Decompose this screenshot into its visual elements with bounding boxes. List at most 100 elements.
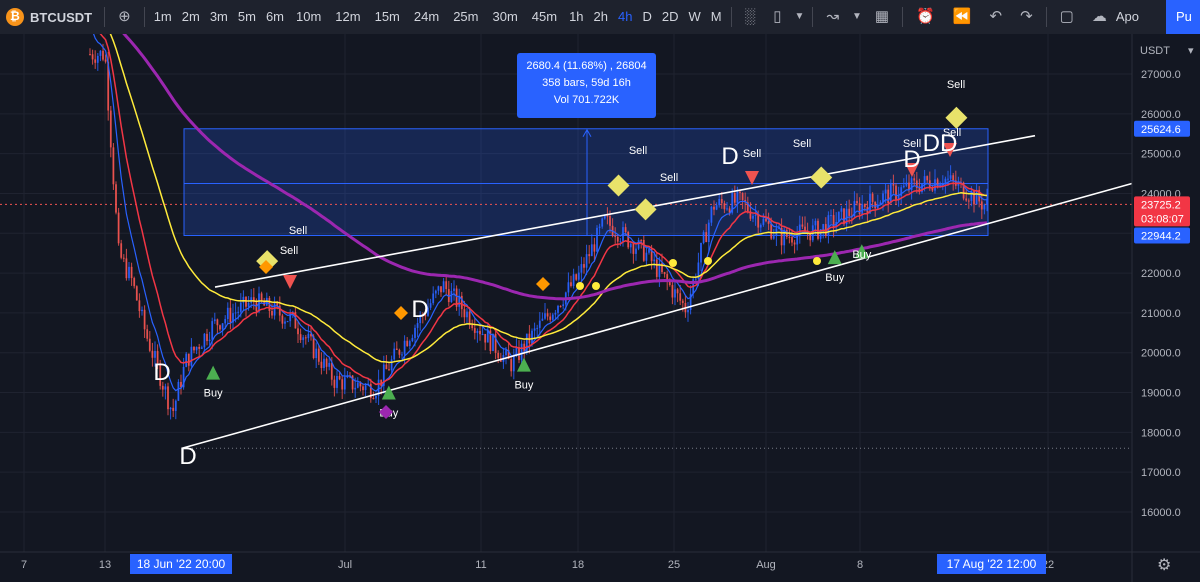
candle-body	[377, 379, 380, 396]
candle-body	[536, 327, 539, 329]
candle-body	[601, 218, 604, 227]
candle-body	[897, 195, 900, 200]
channel-lower-line	[181, 182, 1133, 450]
interval-W[interactable]: W	[688, 9, 701, 24]
indicators-icon[interactable]: ↝	[826, 8, 840, 25]
candle-body	[619, 241, 622, 243]
ema-fast-blue	[92, 34, 988, 392]
candle-body	[554, 312, 557, 315]
candle-body	[895, 185, 897, 200]
interval-3m[interactable]: 3m	[209, 9, 228, 24]
redo-icon[interactable]: ↷	[1020, 8, 1033, 25]
interval-10m[interactable]: 10m	[296, 9, 322, 24]
interval-6m[interactable]: 6m	[265, 9, 284, 24]
interval-1m[interactable]: 1m	[153, 9, 172, 24]
undo-icon[interactable]: ↶	[989, 8, 1003, 25]
candle-body	[603, 215, 606, 219]
gear-icon[interactable]: ⚙	[1157, 557, 1172, 574]
time-tick-label: 8	[857, 559, 863, 571]
interval-1h[interactable]: 1h	[569, 9, 584, 24]
replay-icon[interactable]: ⏪	[952, 8, 972, 25]
candle-body	[544, 313, 546, 319]
candle-body	[510, 359, 513, 372]
candle-body	[666, 274, 669, 282]
candle-body	[728, 208, 731, 213]
candle-body	[494, 333, 497, 353]
interval-4h[interactable]: 4h	[618, 9, 633, 24]
candle-body	[741, 192, 744, 200]
yellow-dot	[669, 259, 677, 267]
candle-body	[973, 191, 975, 205]
publish-button[interactable]: Pu	[1166, 0, 1200, 34]
candle-body	[468, 311, 471, 326]
interval-24m[interactable]: 24m	[413, 9, 440, 24]
price-tick-label: 19000.0	[1141, 388, 1181, 400]
chart-background	[0, 34, 1200, 582]
candle-body	[648, 249, 650, 253]
bar-style-icon[interactable]: ░	[744, 8, 756, 25]
price-axis[interactable]: USDT▾27000.026000.025000.024000.023000.0…	[1132, 34, 1200, 552]
candle-body	[390, 359, 393, 371]
chevron-down-icon[interactable]: ▼	[794, 11, 805, 22]
candle-body	[154, 350, 156, 358]
candle-body	[837, 211, 840, 222]
interval-12m[interactable]: 12m	[335, 9, 361, 24]
price-tag-top-bg	[1134, 120, 1190, 137]
price-chart[interactable]: BuyBuyBuyBuyBuySellSellSellSellSellSellS…	[0, 34, 1200, 582]
interval-25m[interactable]: 25m	[453, 9, 479, 24]
candle-body	[655, 259, 658, 277]
fullscreen-icon[interactable]: ▢	[1059, 8, 1074, 25]
interval-30m[interactable]: 30m	[492, 9, 518, 24]
candle-body	[148, 338, 151, 351]
orange-diamond	[259, 260, 273, 274]
time-tick-label: 7	[21, 559, 27, 571]
candle-body	[525, 333, 528, 352]
candle-body	[715, 205, 718, 210]
candle-body	[788, 236, 791, 238]
interval-5m[interactable]: 5m	[237, 9, 256, 24]
saved-layout-name[interactable]: Apo	[1115, 9, 1139, 24]
candle-body	[310, 333, 312, 337]
candle-body	[549, 316, 552, 320]
signal-d-letter: DD	[923, 130, 958, 157]
interval-2D[interactable]: 2D	[661, 9, 679, 24]
candle-body	[853, 201, 856, 217]
sell-label: Sell	[289, 225, 307, 237]
candle-body	[260, 293, 263, 302]
candle-body	[658, 263, 661, 277]
channel-lines[interactable]	[181, 134, 1133, 450]
candle-body	[884, 189, 887, 194]
candle-body	[273, 302, 276, 316]
candle-body	[983, 204, 986, 210]
layout-icon[interactable]: ▦	[874, 8, 890, 25]
candle-body	[497, 352, 500, 359]
candle-body	[624, 227, 627, 233]
interval-15m[interactable]: 15m	[374, 9, 400, 24]
symbol-name: BTCUSDT	[30, 9, 93, 25]
candle-body	[442, 281, 445, 293]
candle-body	[135, 286, 138, 301]
alert-icon[interactable]: ⏰	[916, 8, 935, 25]
candle-body	[661, 263, 663, 273]
interval-2h[interactable]: 2h	[593, 9, 609, 24]
toolbar-divider	[1045, 7, 1047, 27]
interval-D[interactable]: D	[642, 9, 652, 24]
candle-body	[817, 220, 819, 239]
candle-body	[91, 54, 94, 60]
add-symbol-icon[interactable]: ⊕	[118, 8, 131, 25]
candle-body	[354, 387, 357, 390]
ema-red	[99, 34, 988, 386]
symbol-search[interactable]: BTCUSDT	[0, 8, 100, 26]
interval-45m[interactable]: 45m	[531, 9, 558, 24]
interval-2m[interactable]: 2m	[181, 9, 200, 24]
chevron-down-icon[interactable]: ▼	[852, 11, 862, 22]
interval-M[interactable]: M	[710, 9, 722, 24]
candle-body	[471, 325, 474, 329]
candle-body	[351, 375, 354, 390]
candle-body	[421, 314, 424, 316]
candle-style-icon[interactable]: ▯	[773, 8, 782, 25]
buy-triangle	[381, 385, 396, 400]
candle-body	[767, 221, 770, 224]
cloud-icon[interactable]: ☁	[1091, 8, 1107, 25]
candle-body	[949, 175, 952, 179]
